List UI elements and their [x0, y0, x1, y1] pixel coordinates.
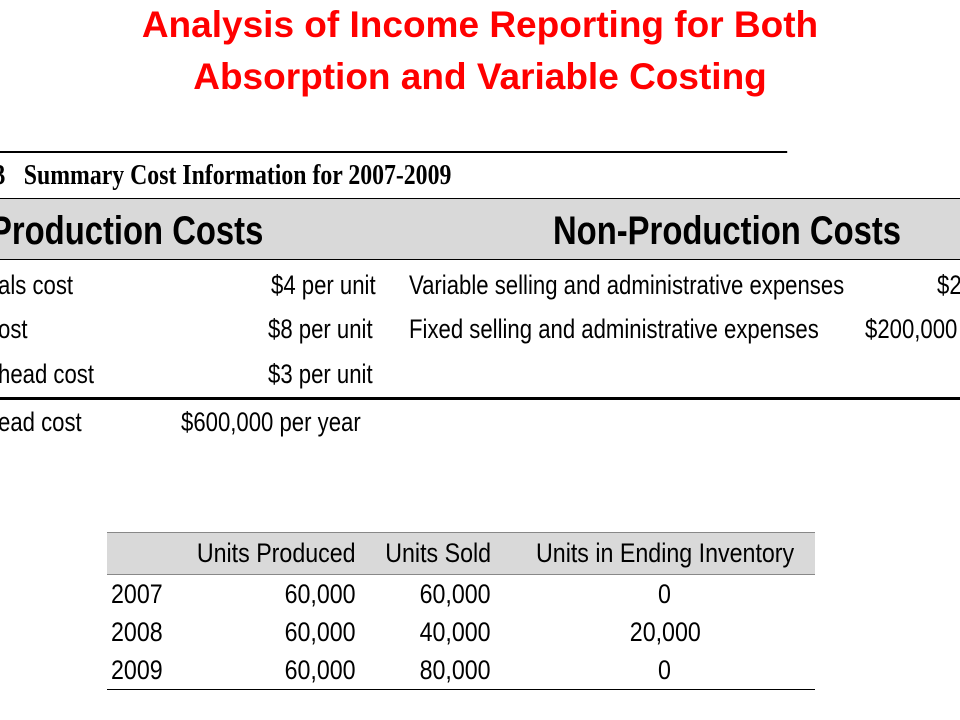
ending-inventory-cell: 20,000 — [629, 616, 701, 647]
units-sold-cell: 40,000 — [419, 616, 491, 647]
caption-text: Summary Cost Information for 2007-2009 — [23, 159, 452, 191]
units-produced-cell: 60,000 — [284, 616, 356, 647]
summary-bottom-rule — [0, 397, 960, 400]
units-sold-cell: 80,000 — [367, 651, 515, 690]
summary-caption: 3 Summary Cost Information for 2007-2009 — [0, 151, 788, 197]
units-table-header-row: Units Produced Units Sold Units in Endin… — [107, 532, 815, 575]
title-line-1: Analysis of Income Reporting for Both — [141, 4, 819, 45]
nonproduction-costs-header: Non-Production Costs — [553, 209, 902, 253]
nonproduction-row-value: $2 — [937, 270, 960, 300]
slide-title: Analysis of Income Reporting for Both Ab… — [0, 0, 960, 102]
production-row-value: $3 per unit — [268, 359, 373, 389]
header-ending-inventory: Units in Ending Inventory — [514, 532, 815, 575]
production-row-label: als cost — [0, 270, 74, 300]
table-row: 2009 60,000 80,000 0 — [107, 651, 815, 690]
year-cell: 2008 — [111, 616, 163, 647]
units-produced-cell: 60,000 — [171, 651, 368, 690]
ending-inventory-cell: 0 — [514, 651, 815, 690]
year-cell: 2009 — [107, 651, 172, 690]
production-row-value: $4 per unit — [271, 270, 376, 300]
production-costs-header: Production Costs — [0, 209, 264, 253]
fixed-overhead-value: $600,000 per year — [181, 407, 361, 437]
header-units-produced: Units Produced — [171, 532, 368, 575]
fixed-overhead-label: ead cost — [0, 407, 82, 437]
ending-inventory-cell: 0 — [658, 578, 672, 609]
nonproduction-row-label: Variable selling and administrative expe… — [409, 270, 845, 300]
nonproduction-row-value: $200,000 — [865, 314, 958, 344]
header-band — [0, 198, 960, 260]
units-produced-cell: 60,000 — [284, 578, 356, 609]
caption-number: 3 — [0, 153, 5, 197]
units-table: Units Produced Units Sold Units in Endin… — [107, 532, 815, 690]
header-year — [107, 532, 172, 575]
nonproduction-row-label: Fixed selling and administrative expense… — [409, 314, 819, 344]
table-row: 2008 60,000 40,000 20,000 — [107, 613, 815, 651]
production-row-label: ost — [0, 314, 28, 344]
production-row-label: head cost — [0, 359, 95, 389]
title-line-2: Absorption and Variable Costing — [193, 56, 767, 97]
units-sold-cell: 60,000 — [419, 578, 491, 609]
table-row: 2007 60,000 60,000 0 — [107, 575, 815, 614]
year-cell: 2007 — [111, 578, 163, 609]
header-units-sold: Units Sold — [367, 532, 515, 575]
production-row-value: $8 per unit — [268, 314, 373, 344]
summary-cost-table: 3 Summary Cost Information for 2007-2009… — [0, 143, 960, 403]
